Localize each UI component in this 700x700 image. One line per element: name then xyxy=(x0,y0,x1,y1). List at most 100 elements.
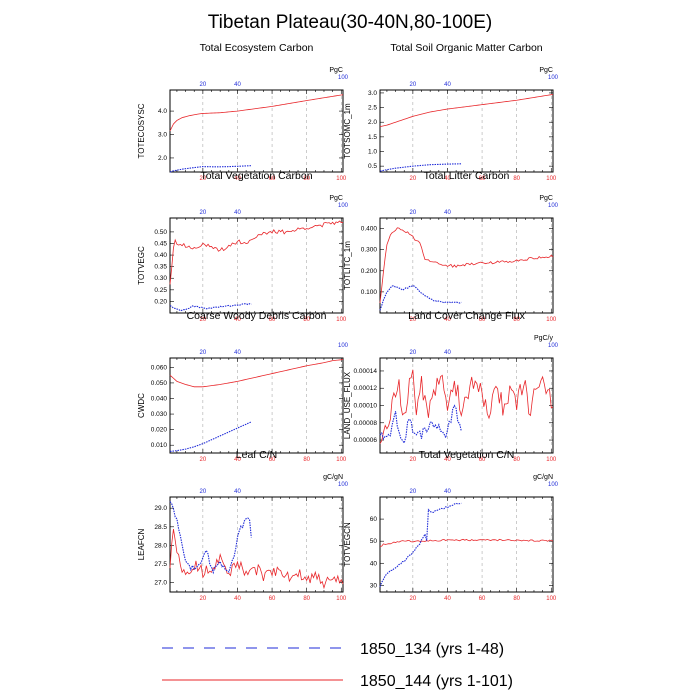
y-tick-label: 0.20 xyxy=(154,298,167,305)
x-tick-label-bottom: 40 xyxy=(444,176,451,182)
panel-title: Total Vegetation C/N xyxy=(419,449,515,461)
y-tick-label: 50 xyxy=(370,538,378,545)
y-tick-label: 2.0 xyxy=(158,155,167,162)
plot-frame xyxy=(379,357,554,454)
x-tick-label-bottom: 20 xyxy=(410,317,417,323)
y-tick-label: 0.400 xyxy=(361,226,378,233)
x-tick-label-top: 100 xyxy=(548,75,559,81)
y-tick-label: 0.060 xyxy=(151,364,168,371)
plot-frame xyxy=(169,89,344,173)
x-tick-label-top: 100 xyxy=(338,75,349,81)
x-tick-label-bottom: 60 xyxy=(269,317,276,323)
x-tick-label-top: 100 xyxy=(548,482,559,488)
plot-frame xyxy=(379,496,554,593)
panel-3: Total Litter Carbon PgC 20 40 60 80 100 20 40 100… xyxy=(343,170,559,323)
panel-title: Coarse Woody Debris Carbon xyxy=(187,310,327,322)
y-tick-label: 0.200 xyxy=(361,268,378,275)
y-tick-label: 28.0 xyxy=(154,542,167,549)
series-line-1850_144 xyxy=(379,227,554,304)
x-tick-label-bottom: 60 xyxy=(269,596,276,602)
y-axis-label: TOTVEGCN xyxy=(343,522,352,567)
y-tick-label: 0.030 xyxy=(151,411,168,418)
y-tick-label: 0.300 xyxy=(361,247,378,254)
x-tick-label-bottom: 20 xyxy=(200,457,207,463)
x-tick-label-bottom: 80 xyxy=(513,317,520,323)
series-line-1850_144 xyxy=(169,220,344,285)
panel-7: Total Vegetation C/N gC/gN 20 40 60 80 100 20 40… xyxy=(343,449,559,602)
x-tick-label-bottom: 40 xyxy=(234,596,241,602)
x-tick-label-bottom: 80 xyxy=(303,176,310,182)
series-line-1850_144 xyxy=(169,359,344,388)
series-line-1850_144 xyxy=(379,538,554,547)
series-line-1850_134 xyxy=(169,421,252,452)
y-tick-label: 3.0 xyxy=(158,132,167,139)
y-tick-label: 1.5 xyxy=(368,134,377,141)
x-tick-label-bottom: 60 xyxy=(479,176,486,182)
panel-title: Total Soil Organic Matter Carbon xyxy=(390,42,542,54)
unit-label: PgC xyxy=(539,195,553,202)
panel-1: Total Soil Organic Matter Carbon PgC 20 40 6… xyxy=(343,42,559,182)
y-tick-label: 0.00010 xyxy=(354,403,378,410)
figure-title: Tibetan Plateau(30-40N,80-100E) xyxy=(208,12,492,33)
y-axis-label: TOTVEGC xyxy=(137,246,146,285)
y-axis-label: TOTECOSYSC xyxy=(137,103,146,158)
x-tick-label-bottom: 20 xyxy=(200,176,207,182)
panel-title: Total Ecosystem Carbon xyxy=(200,42,314,54)
x-tick-label-top: 100 xyxy=(548,203,559,209)
panel-title: Total Litter Carbon xyxy=(424,170,510,182)
x-tick-label-bottom: 40 xyxy=(234,176,241,182)
x-tick-label-top: 100 xyxy=(338,343,349,349)
y-tick-label: 29.0 xyxy=(154,505,167,512)
x-tick-label-top: 40 xyxy=(234,82,241,88)
plot-frame xyxy=(169,496,344,593)
x-tick-label-bottom: 80 xyxy=(513,176,520,182)
x-tick-label-bottom: 20 xyxy=(200,596,207,602)
y-tick-label: 2.5 xyxy=(368,105,377,112)
y-tick-label: 28.5 xyxy=(154,524,167,531)
series-line-1850_134 xyxy=(379,404,462,445)
y-tick-label: 0.40 xyxy=(154,252,167,259)
y-tick-label: 0.25 xyxy=(154,287,167,294)
series-line-1850_134 xyxy=(379,284,462,311)
x-tick-label-bottom: 80 xyxy=(513,596,520,602)
x-tick-label-bottom: 60 xyxy=(479,596,486,602)
panel-title: Leaf C/N xyxy=(236,449,277,461)
panels: Total Ecosystem Carbon PgC 20 40 60 80 100 20 40… xyxy=(137,42,559,602)
x-tick-label-bottom: 80 xyxy=(303,596,310,602)
plot-frame xyxy=(169,357,344,454)
y-axis-label: TOTLITC_1m xyxy=(343,241,352,290)
x-tick-label-top: 20 xyxy=(200,82,207,88)
x-tick-label-bottom: 100 xyxy=(546,176,557,182)
y-tick-label: 1.0 xyxy=(368,149,377,156)
x-tick-label-top: 100 xyxy=(548,343,559,349)
x-tick-label-bottom: 80 xyxy=(303,317,310,323)
y-tick-label: 0.040 xyxy=(151,395,168,402)
series-line-1850_134 xyxy=(169,303,252,312)
y-tick-label: 30 xyxy=(370,582,378,589)
y-tick-label: 0.00014 xyxy=(354,368,378,375)
panel-6: Leaf C/N gC/gN 20 40 60 80 100 20 40 100 27.0 27.5 2… xyxy=(137,449,349,602)
x-tick-label-bottom: 100 xyxy=(336,457,347,463)
x-tick-label-top: 20 xyxy=(410,489,417,495)
series-line-1850_144 xyxy=(379,369,554,444)
y-tick-label: 0.45 xyxy=(154,240,167,247)
y-tick-label: 0.35 xyxy=(154,264,167,271)
x-tick-label-bottom: 20 xyxy=(410,596,417,602)
series-line-1850_144 xyxy=(379,93,554,128)
x-tick-label-bottom: 60 xyxy=(269,176,276,182)
y-axis-label: TOTSOMC_1m xyxy=(343,103,352,159)
unit-label: PgC xyxy=(329,195,343,202)
x-tick-label-bottom: 60 xyxy=(479,457,486,463)
series-line-1850_144 xyxy=(169,94,344,132)
x-tick-label-bottom: 100 xyxy=(546,596,557,602)
x-tick-label-top: 40 xyxy=(234,210,241,216)
series-line-1850_134 xyxy=(379,163,462,172)
legend-label-red: 1850_144 (yrs 1-101) xyxy=(360,673,513,690)
panel-title: Land Cover Change Flux xyxy=(408,310,525,322)
y-tick-label: 60 xyxy=(370,516,378,523)
y-tick-label: 4.0 xyxy=(158,108,167,115)
legend: 1850_134 (yrs 1-48) 1850_144 (yrs 1-101) xyxy=(162,641,513,690)
series-line-1850_134 xyxy=(379,502,462,587)
y-tick-label: 0.50 xyxy=(154,229,167,236)
y-axis-label: LEAFCN xyxy=(137,528,146,560)
